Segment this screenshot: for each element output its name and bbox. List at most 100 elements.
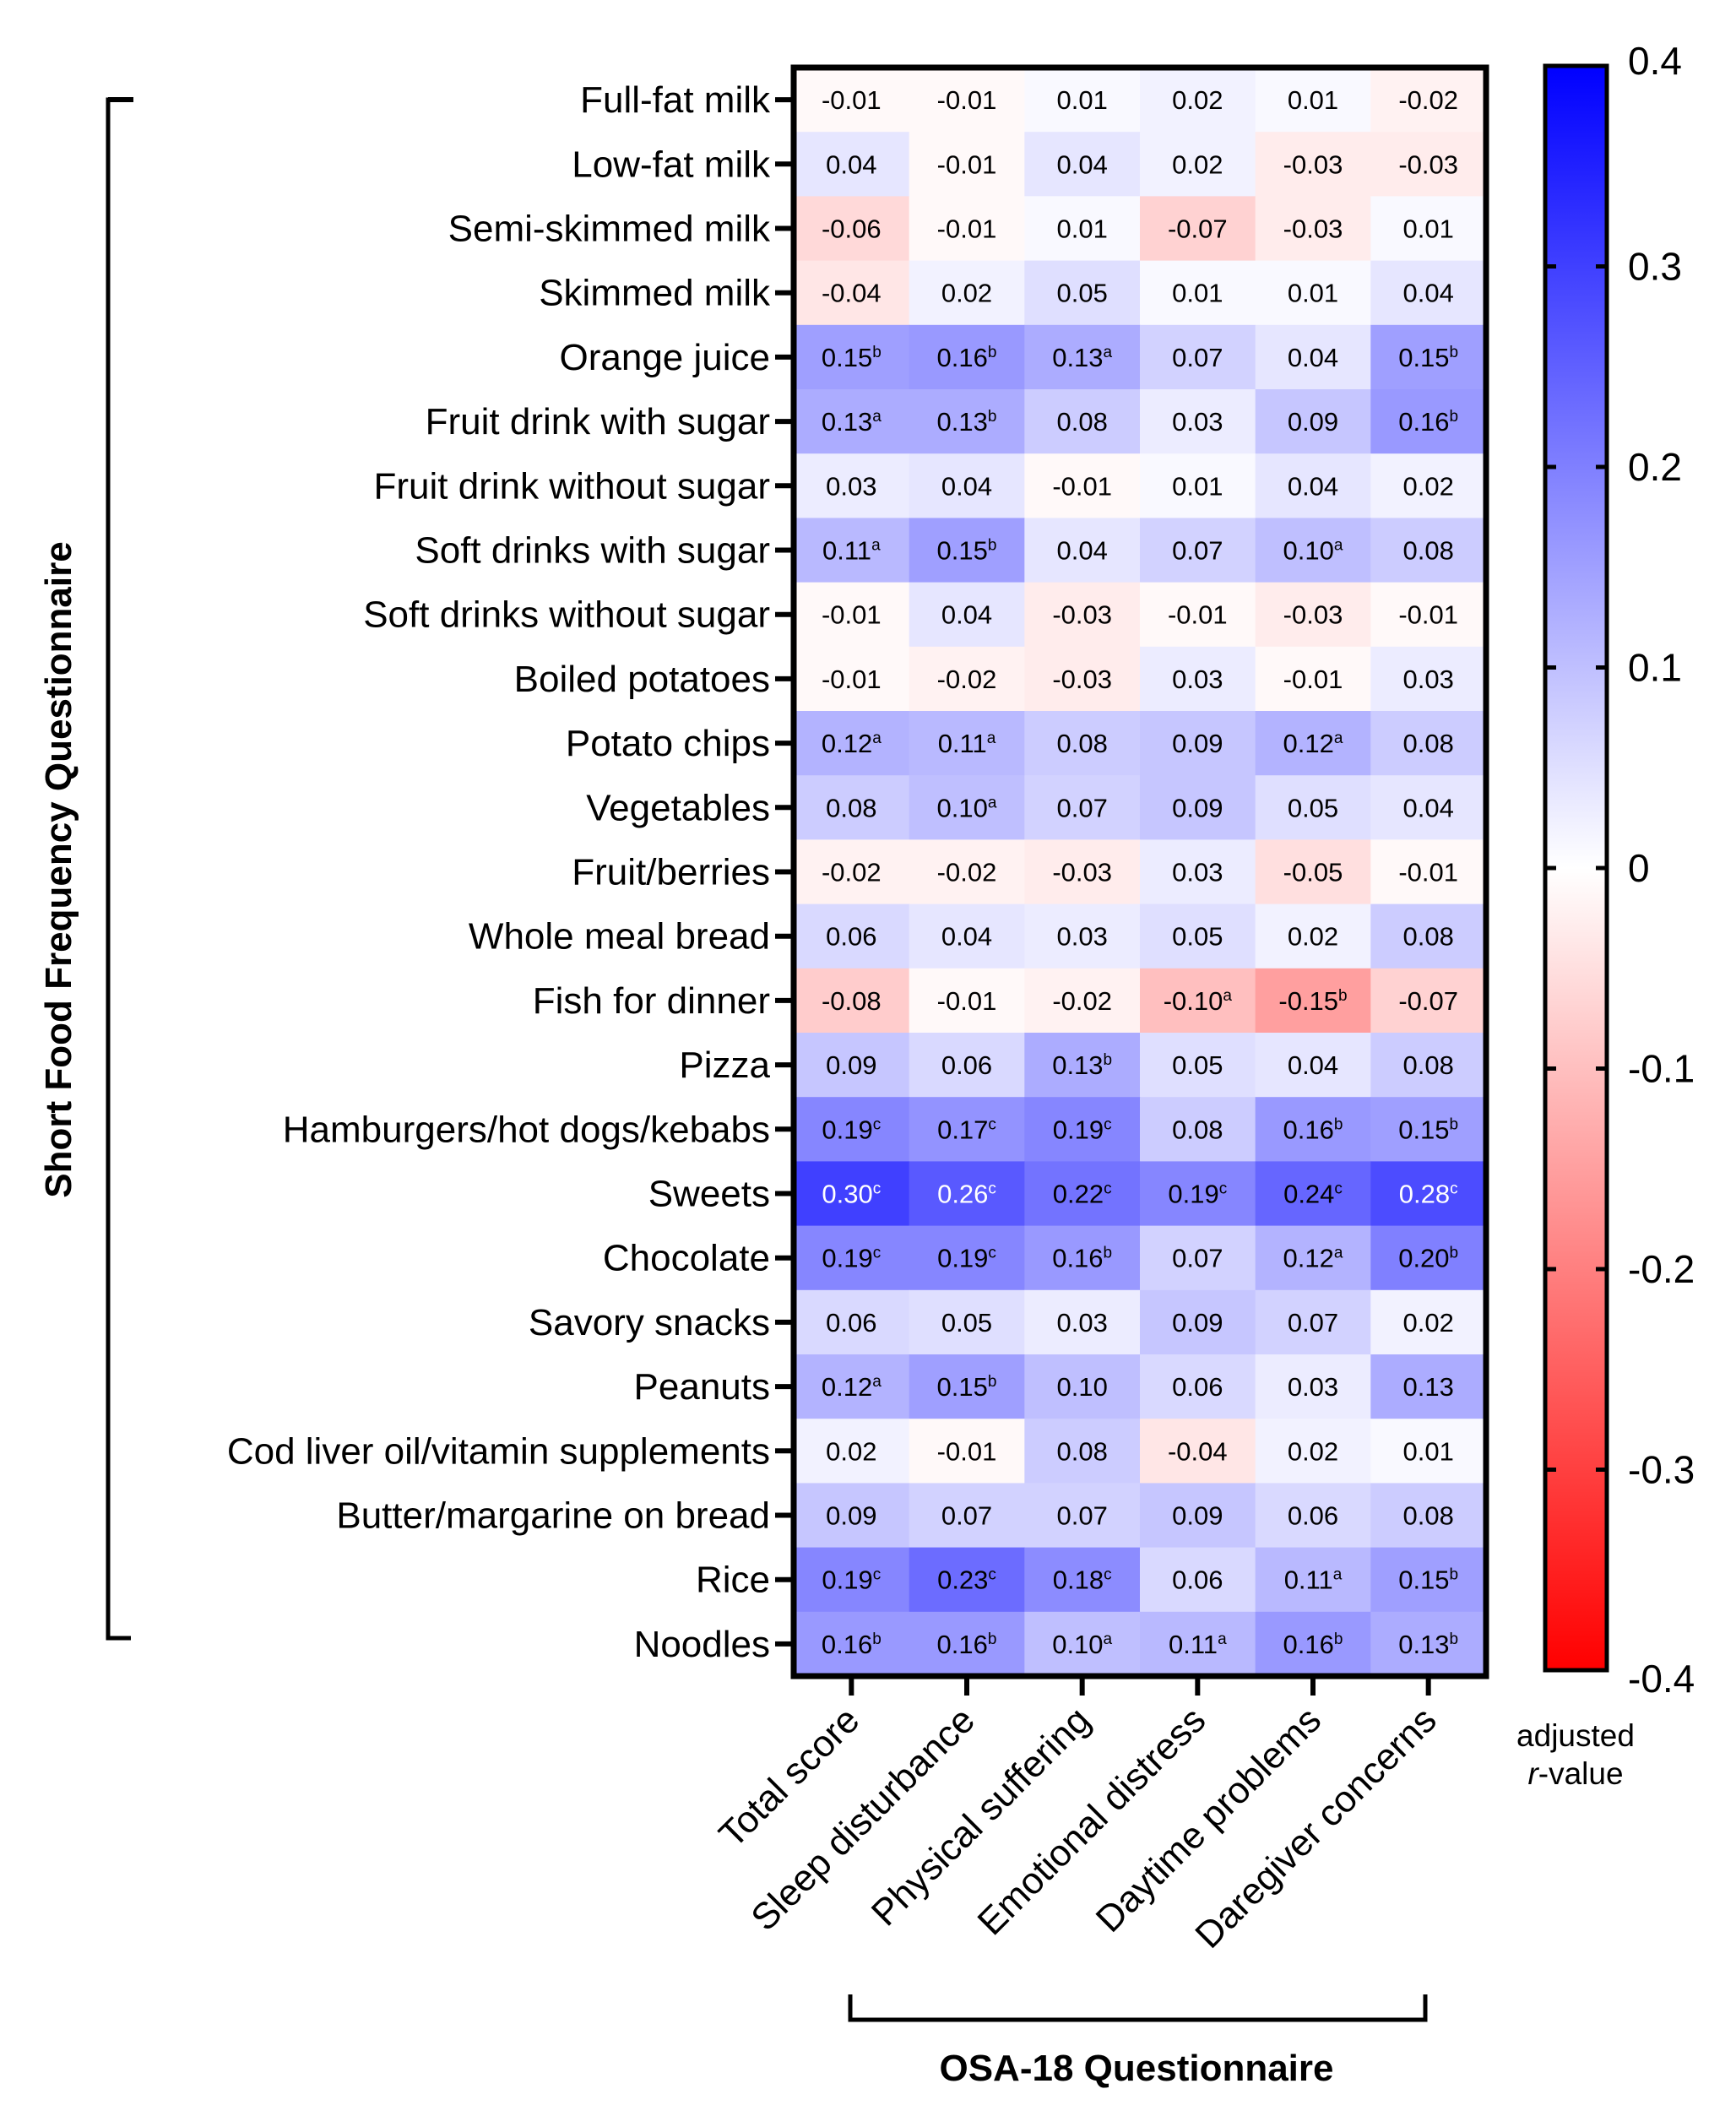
cell-label: 0.08: [1402, 1501, 1453, 1531]
heatmap-cell: [1255, 1419, 1371, 1484]
heatmap-cell: [909, 1419, 1025, 1484]
cell-label: 0.16b: [937, 343, 997, 372]
column-label: Daytime problems: [1088, 1699, 1329, 1940]
cell-value: 0.09: [1172, 793, 1223, 822]
cell-label: 0.04: [1288, 343, 1338, 372]
cell-value: 0.12: [822, 729, 872, 758]
cell-value: 0.09: [1172, 1501, 1223, 1531]
cell-label: 0.07: [1056, 1501, 1107, 1531]
significance-marker: c: [988, 1566, 996, 1584]
cell-label: 0.05: [941, 1308, 992, 1338]
cell-label: 0.04: [941, 600, 992, 630]
cell-label: -0.01: [937, 986, 997, 1016]
cell-label: 0.22c: [1053, 1180, 1112, 1209]
heatmap-cell: [1024, 1161, 1141, 1227]
significance-marker: b: [988, 1631, 997, 1648]
significance-marker: b: [1450, 1245, 1459, 1262]
cell-value: 0.17: [937, 1115, 988, 1144]
significance-marker: b: [1450, 1115, 1459, 1133]
heatmap-cell: [1140, 968, 1256, 1034]
cell-value: 0.16: [1398, 407, 1449, 437]
significance-marker: b: [1104, 1245, 1113, 1262]
cell-label: 0.04: [1402, 793, 1453, 822]
cell-value: 0.02: [1288, 1436, 1338, 1466]
cell-value: 0.19: [1168, 1180, 1218, 1209]
heatmap-cell: [1370, 839, 1487, 905]
heatmap-cell: [1255, 711, 1371, 776]
heatmap-cell: [794, 1419, 910, 1484]
cell-value: 0.03: [1172, 858, 1223, 887]
heatmap-cell: [1024, 711, 1141, 776]
cell-label: 0.13a: [1052, 343, 1112, 372]
cell-value: 0.09: [1172, 729, 1223, 758]
cell-label: -0.02: [822, 858, 882, 887]
cell-value: -0.06: [822, 214, 882, 244]
cell-label: -0.04: [822, 279, 882, 308]
cell-value: 0.16: [937, 343, 988, 372]
heatmap-cell: [909, 453, 1025, 518]
cell-label: 0.30c: [822, 1180, 881, 1209]
cell-value: 0.15: [1398, 1115, 1449, 1144]
cell-label: 0.06: [1172, 1372, 1223, 1402]
colorbar-tick-label: 0: [1628, 846, 1650, 890]
cell-value: -0.04: [1168, 1436, 1228, 1466]
colorbar-tick-label: -0.2: [1628, 1247, 1695, 1291]
cell-label: 0.09: [826, 1050, 876, 1080]
cell-value: 0.08: [1402, 1501, 1453, 1531]
cell-label: 0.26c: [937, 1180, 996, 1209]
cell-label: 0.02: [1288, 1436, 1338, 1466]
significance-marker: c: [988, 1245, 996, 1262]
cell-label: 0.03: [1172, 407, 1223, 437]
cell-label: 0.16b: [1283, 1630, 1343, 1659]
significance-marker: c: [1219, 1180, 1228, 1198]
significance-marker: a: [987, 730, 996, 747]
cell-label: 0.13a: [822, 407, 882, 437]
x-axis-ticks: [849, 1676, 1431, 1696]
heatmap-cell: [1370, 132, 1487, 197]
significance-marker: b: [1450, 344, 1459, 361]
colorbar-label-line2: r-value: [1527, 1756, 1623, 1791]
cell-label: 0.07: [1056, 793, 1107, 822]
cell-label: 0.01: [1056, 214, 1107, 244]
cell-label: 0.06: [941, 1050, 992, 1080]
heatmap-cell: [794, 518, 910, 583]
cell-value: -0.02: [937, 858, 997, 887]
heatmap-cell: [1255, 646, 1371, 712]
row-label: Vegetables: [586, 787, 770, 828]
cell-value: 0.01: [1402, 214, 1453, 244]
cell-label: 0.28c: [1399, 1180, 1458, 1209]
cell-value: -0.02: [1398, 85, 1458, 115]
cell-label: 0.07: [941, 1501, 992, 1531]
cell-value: 0.15: [937, 1372, 988, 1402]
row-label: Semi-skimmed milk: [448, 209, 771, 250]
cell-label: 0.19c: [1168, 1180, 1227, 1209]
cell-value: 0.13: [1052, 1050, 1103, 1080]
cell-value: 0.04: [1056, 536, 1107, 566]
heatmap-cell: [1370, 775, 1487, 840]
heatmap-cell: [1140, 903, 1256, 969]
heatmap-cell: [794, 1354, 910, 1419]
heatmap-cell: [1024, 1547, 1141, 1613]
cell-label: -0.01: [1168, 600, 1228, 630]
heatmap-cell: [1255, 324, 1371, 390]
row-label: Boiled potatoes: [514, 659, 770, 700]
heatmap-cell: [909, 968, 1025, 1034]
significance-marker: b: [1334, 1631, 1343, 1648]
heatmap-cell: [1024, 1225, 1141, 1291]
cell-label: 0.08: [1402, 1050, 1453, 1080]
cell-label: 0.12a: [1283, 1244, 1343, 1273]
cell-value: 0.15: [937, 536, 988, 566]
heatmap-cell: [909, 1483, 1025, 1549]
row-label: Fish for dinner: [533, 980, 770, 1022]
row-label: Peanuts: [634, 1366, 770, 1408]
cell-label: 0.16b: [1398, 407, 1458, 437]
cell-label: -0.04: [1168, 1436, 1228, 1466]
cell-label: -0.01: [1283, 665, 1343, 694]
colorbar-tick-label: -0.4: [1628, 1657, 1695, 1701]
heatmap-cell: [1140, 711, 1256, 776]
cell-value: 0.08: [1402, 729, 1453, 758]
cell-value: 0.02: [1172, 149, 1223, 179]
cell-label: 0.15b: [937, 1372, 997, 1402]
row-label: Whole meal bread: [469, 916, 770, 958]
cell-value: 0.20: [1398, 1244, 1449, 1273]
